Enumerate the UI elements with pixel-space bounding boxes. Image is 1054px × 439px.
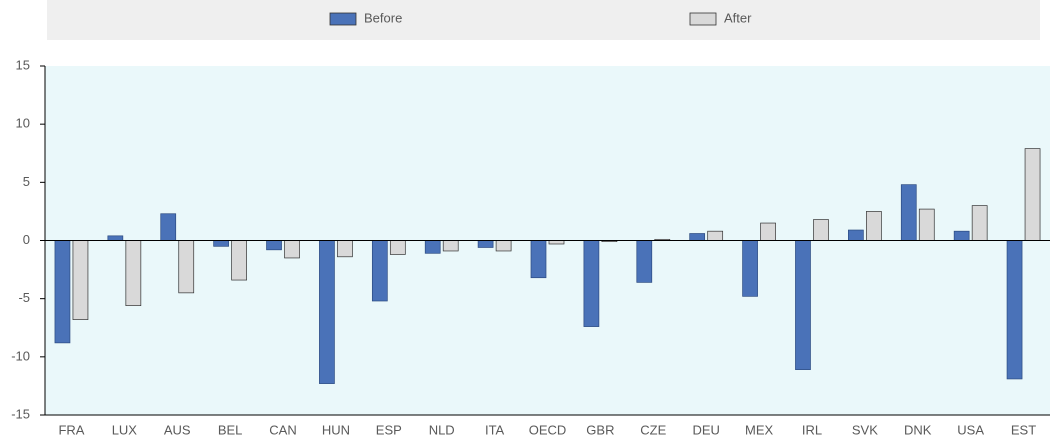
- bar: [178, 240, 195, 294]
- bar: [371, 240, 388, 302]
- x-tick-label: CAN: [269, 422, 296, 437]
- bar: [689, 233, 706, 241]
- x-tick-label: SVK: [852, 422, 878, 437]
- x-tick-label: MEX: [745, 422, 774, 437]
- legend-swatch: [689, 12, 717, 26]
- bar: [548, 240, 565, 245]
- legend-label: After: [724, 10, 752, 25]
- y-tick-label: 10: [16, 116, 30, 131]
- legend-background: [47, 0, 1040, 40]
- bar: [583, 240, 600, 327]
- bar: [971, 205, 988, 241]
- x-tick-label: GBR: [586, 422, 614, 437]
- bar: [266, 240, 282, 251]
- bar: [424, 240, 441, 254]
- bar: [54, 240, 71, 344]
- bar: [389, 240, 406, 255]
- x-tick-label: DNK: [904, 422, 932, 437]
- bar: [900, 184, 917, 241]
- x-tick-label: IRL: [802, 422, 822, 437]
- bar: [866, 211, 882, 241]
- bar: [636, 240, 653, 283]
- x-tick-label: ESP: [376, 422, 402, 437]
- bar: [231, 240, 247, 281]
- x-tick-label: CZE: [640, 422, 666, 437]
- y-tick-label: -10: [11, 348, 30, 363]
- bar: [160, 213, 177, 241]
- y-tick-label: 0: [23, 232, 30, 247]
- x-tick-label: AUS: [164, 422, 191, 437]
- bar: [284, 240, 300, 259]
- x-tick-label: HUN: [322, 422, 350, 437]
- legend-label: Before: [364, 10, 402, 25]
- x-tick-label: OECD: [529, 422, 567, 437]
- bar: [495, 240, 512, 252]
- y-tick-label: -5: [18, 290, 30, 305]
- bar: [795, 240, 811, 370]
- bar: [1006, 240, 1023, 380]
- bar: [125, 240, 142, 306]
- bar: [477, 240, 494, 248]
- x-tick-label: ITA: [485, 422, 505, 437]
- bar: [337, 240, 353, 258]
- x-tick-label: NLD: [429, 422, 455, 437]
- x-tick-label: DEU: [692, 422, 719, 437]
- bar: [442, 240, 459, 252]
- x-tick-label: EST: [1011, 422, 1036, 437]
- bar: [953, 230, 970, 241]
- y-tick-label: 5: [23, 174, 30, 189]
- bar: [918, 208, 935, 241]
- bar: [760, 222, 776, 241]
- y-tick-label: 15: [16, 57, 30, 72]
- x-tick-label: BEL: [218, 422, 243, 437]
- x-tick-label: LUX: [112, 422, 138, 437]
- bar: [848, 229, 864, 241]
- bar: [319, 240, 335, 384]
- bar: [72, 240, 89, 320]
- bar: [1024, 148, 1041, 241]
- x-tick-label: FRA: [58, 422, 84, 437]
- bar: [530, 240, 547, 279]
- bar: [742, 240, 758, 297]
- bar: [813, 219, 829, 241]
- legend-swatch: [329, 12, 357, 26]
- bar: [213, 240, 229, 247]
- x-tick-label: USA: [957, 422, 984, 437]
- bar: [707, 230, 724, 241]
- bar: [107, 235, 124, 241]
- y-tick-label: -15: [11, 406, 30, 421]
